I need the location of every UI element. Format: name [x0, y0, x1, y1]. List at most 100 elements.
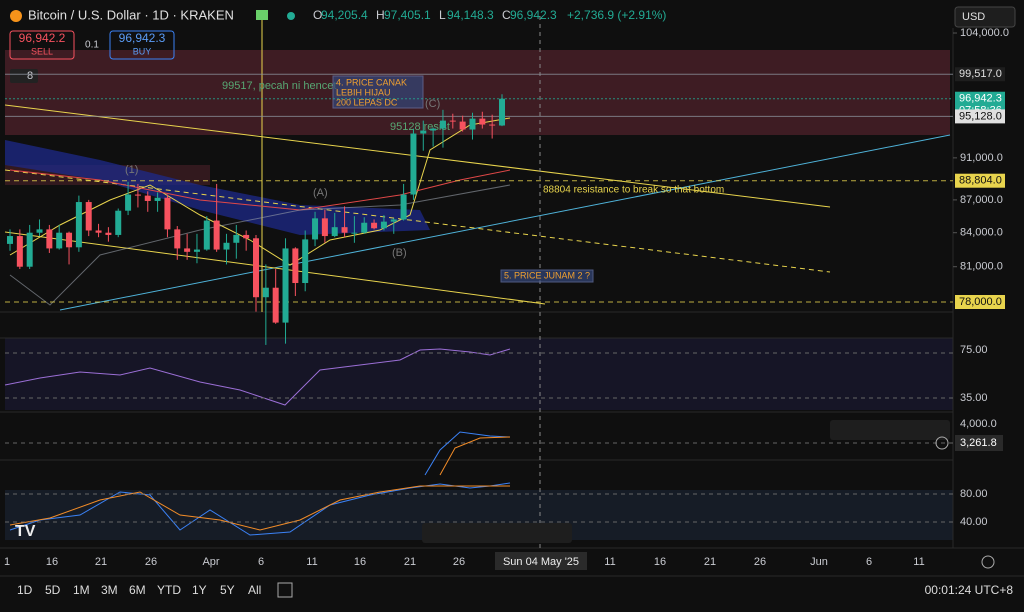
- candle-body: [430, 128, 437, 131]
- annotation: 99517, pecah ni hencet: [222, 80, 336, 92]
- candle-body: [174, 229, 181, 249]
- time-tick: Jun: [810, 556, 828, 568]
- ohlc-key: H: [376, 8, 385, 22]
- sell-button[interactable]: [9, 30, 75, 60]
- candle-body: [7, 236, 13, 244]
- currency-select[interactable]: [954, 6, 1016, 28]
- price-badge-label: 95,128.0: [959, 110, 1002, 122]
- candle-body: [489, 124, 496, 126]
- candle-body: [351, 232, 358, 234]
- candle-body: [321, 218, 328, 237]
- candle-body: [26, 232, 33, 267]
- time-tick: 26: [145, 556, 157, 568]
- candle-body: [233, 234, 240, 243]
- ohlc-value: 96,942.3: [510, 8, 557, 22]
- cloud: [5, 140, 430, 235]
- annotation: (C): [425, 98, 440, 110]
- trendline: [4, 231, 546, 305]
- range-button[interactable]: 5D: [45, 583, 61, 597]
- annotation-box: [500, 269, 594, 283]
- range-button[interactable]: YTD: [157, 583, 181, 597]
- status-dot: [287, 12, 295, 20]
- annotation: (B): [392, 247, 407, 259]
- ohlc-key: O: [313, 8, 322, 22]
- candle-body: [85, 202, 92, 231]
- candle-body: [400, 194, 407, 220]
- nav-toolbar[interactable]: [422, 523, 572, 543]
- add-button[interactable]: [935, 436, 949, 450]
- coin-icon: [10, 10, 22, 22]
- time-tick: Apr: [202, 556, 219, 568]
- indicators-count: 8: [27, 70, 33, 82]
- candle-body: [410, 133, 417, 195]
- price-tick: 91,000.0: [960, 152, 1003, 164]
- candle-body: [371, 222, 378, 229]
- candle-body: [203, 220, 210, 250]
- sell-price: 96,942.2: [19, 31, 66, 45]
- candle-body: [193, 249, 200, 252]
- annotation: 4. PRICE CANAK: [336, 77, 407, 87]
- price-tick: 87,000.0: [960, 194, 1003, 206]
- candle-body: [134, 194, 141, 196]
- change: +2,736.9 (+2.91%): [567, 8, 666, 22]
- candle-body: [46, 229, 53, 249]
- range-button[interactable]: 6M: [129, 583, 146, 597]
- settings-icon[interactable]: [981, 555, 995, 569]
- date-range-icon[interactable]: [277, 582, 293, 598]
- flag-icon: [256, 10, 268, 20]
- candle-body: [331, 227, 338, 237]
- ohlc-value: 97,405.1: [384, 8, 431, 22]
- price-badge: [955, 67, 1005, 82]
- time-tick: 16: [46, 556, 58, 568]
- pane-tick: 40.00: [960, 516, 988, 528]
- candle-body: [449, 120, 456, 122]
- buy-button[interactable]: [109, 30, 175, 60]
- candle-body: [292, 248, 299, 284]
- trendline: [4, 104, 831, 208]
- candle-body: [75, 202, 82, 248]
- candle-body: [184, 248, 191, 252]
- crosshair-date-box: [495, 552, 587, 570]
- resistance-zone: [5, 50, 950, 135]
- time-tick: 11: [306, 556, 317, 568]
- pane-toolbar[interactable]: [830, 420, 950, 440]
- time-tick: 6: [866, 556, 872, 568]
- time-tick: 21: [704, 556, 716, 568]
- ohlc-value: 94,205.4: [321, 8, 368, 22]
- candle-body: [262, 287, 269, 298]
- range-button[interactable]: 1D: [17, 583, 33, 597]
- osc-line: [439, 436, 511, 476]
- annotation: (1): [125, 164, 138, 176]
- range-button[interactable]: 5Y: [220, 583, 235, 597]
- indicators-toggle[interactable]: [10, 69, 38, 83]
- logo: TV: [15, 523, 36, 540]
- spread: 0.1: [85, 40, 99, 51]
- candle-body: [213, 220, 220, 250]
- moving-average: [9, 117, 511, 266]
- annotation: 5. PRICE JUNAM 2 ?: [504, 270, 590, 280]
- candle-body: [469, 118, 476, 130]
- stoch-line: [9, 485, 510, 531]
- range-button[interactable]: 3M: [101, 583, 118, 597]
- candle-body: [95, 230, 102, 233]
- range-button[interactable]: 1M: [73, 583, 90, 597]
- candle-body: [56, 232, 63, 249]
- candle-body: [115, 210, 122, 235]
- time-tick: 11: [604, 556, 615, 568]
- symbol: Bitcoin / U.S. Dollar · 1D · KRAKEN: [28, 7, 234, 22]
- pane-tick: 75.00: [960, 344, 988, 356]
- candle-body: [499, 98, 505, 126]
- candle-body: [154, 197, 161, 201]
- price-badge-label: 78,000.0: [959, 296, 1002, 308]
- range-button[interactable]: All: [248, 583, 261, 597]
- price-tick: 81,000.0: [960, 261, 1003, 273]
- price-badge-label: 96,942.3: [959, 93, 1002, 105]
- range-button[interactable]: 1Y: [192, 583, 207, 597]
- sell-label: SELL: [31, 46, 53, 56]
- pane-tick: 35.00: [960, 392, 988, 404]
- candle-body: [282, 248, 289, 323]
- price-badge-label: 88,804.0: [959, 175, 1002, 187]
- candle-body: [253, 238, 259, 298]
- price-badge: [955, 295, 1005, 309]
- candle-body: [16, 236, 23, 267]
